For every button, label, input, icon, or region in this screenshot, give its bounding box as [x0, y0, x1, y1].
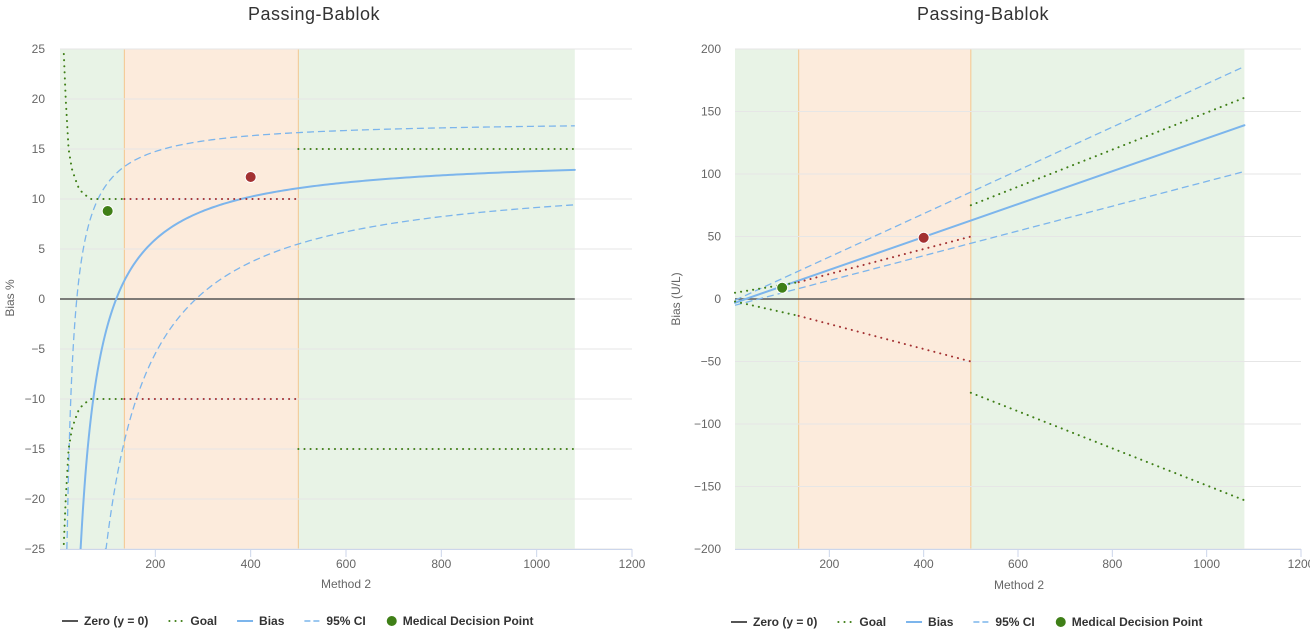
chart-right-goal-line — [969, 96, 1246, 207]
chart-right-x-tick-label: 1000 — [1193, 557, 1220, 571]
chart-left-x-tick-label: 400 — [241, 557, 261, 571]
chart-right-y-tick-label: 100 — [701, 167, 721, 181]
legend-label: Bias — [928, 615, 954, 629]
chart-left-y-axis-title: Bias % — [3, 279, 17, 317]
chart-right-y-tick-label: 200 — [701, 42, 721, 56]
chart-right-x-tick-label: 400 — [914, 557, 934, 571]
chart-left-points — [101, 171, 257, 217]
chart-right-x-tick-label: 600 — [1008, 557, 1028, 571]
chart-right-decision-point — [776, 281, 789, 294]
chart-left-ci-line — [66, 125, 575, 550]
legend-label: Zero (y = 0) — [84, 614, 148, 628]
chart-right-series — [734, 65, 1246, 502]
chart-right-y-tick-label: 150 — [701, 105, 721, 119]
legend-item-ci: 95% CI — [304, 614, 366, 628]
chart-left-y-tick-label: −25 — [25, 542, 46, 556]
chart-left-y-tick-label: −20 — [25, 492, 46, 506]
chart-right-y-tick-label: −200 — [694, 542, 721, 556]
chart-right-x-tick-label: 1200 — [1288, 557, 1310, 571]
chart-right-y-tick-label: −100 — [694, 417, 721, 431]
legend-item-goal: Goal — [168, 614, 217, 628]
chart-right-y-axis-title: Bias (U/L) — [669, 272, 683, 325]
chart-left-x-tick-label: 1000 — [523, 557, 550, 571]
legend-label: Medical Decision Point — [1072, 615, 1203, 629]
legend-item-ci: 95% CI — [973, 615, 1035, 629]
chart-right-decision-point — [917, 231, 930, 244]
chart-left-x-ticks: 200 400 600 800 1000 1200 — [60, 549, 646, 571]
chart-left-bias-line — [79, 168, 576, 550]
legend-label: 95% CI — [995, 615, 1034, 629]
chart-right-x-tick-label: 800 — [1102, 557, 1122, 571]
chart-left-goal-line — [62, 53, 126, 200]
legend-label: Medical Decision Point — [403, 614, 534, 628]
chart-left-y-tick-label: 10 — [32, 192, 46, 206]
chart-left-x-tick-label: 800 — [431, 557, 451, 571]
chart-left-y-tick-label: 20 — [32, 92, 46, 106]
chart-left-y-tick-label: −10 — [25, 392, 46, 406]
chart-left-y-tick-label: 15 — [32, 142, 46, 156]
chart-right-goal-line — [797, 314, 972, 363]
chart-right-legend: Zero (y = 0) Goal Bias 95% CI Medical Decisi… — [731, 615, 1202, 629]
chart-right-x-ticks: 200 400 600 800 1000 1200 — [735, 549, 1310, 571]
chart-left-y-tick-label: 5 — [38, 242, 45, 256]
chart-right-points — [776, 231, 930, 294]
legend-label: Goal — [859, 615, 886, 629]
chart-left-legend: Zero (y = 0) Goal Bias 95% CI Medical Decisi… — [62, 614, 533, 628]
chart-left-y-tick-label: −15 — [25, 442, 46, 456]
legend-item-zero: Zero (y = 0) — [62, 614, 148, 628]
chart-left-series — [60, 53, 576, 550]
legend-item-point: Medical Decision Point — [1055, 615, 1203, 629]
chart-right-title: Passing-Bablok — [917, 4, 1050, 24]
legend-point-symbol — [1055, 617, 1066, 627]
chart-left-x-tick-label: 1200 — [619, 557, 646, 571]
chart-right-y-tick-label: 0 — [714, 292, 721, 306]
legend-item-zero: Zero (y = 0) — [731, 615, 817, 629]
chart-left-y-tick-label: 0 — [38, 292, 45, 306]
legend-point-symbol — [386, 616, 397, 626]
chart-left-ci-line — [104, 204, 575, 550]
legend-label: 95% CI — [326, 614, 365, 628]
chart-left: Passing-Bablok 200 400 600 800 1000 1200 −25−… — [3, 4, 646, 591]
chart-left-y-tick-label: 25 — [32, 42, 46, 56]
chart-left-y-ticks: −25 −20 −15 −10 −5 0 5 10 15 20 25 — [25, 42, 46, 556]
chart-right-goal-line — [797, 235, 972, 284]
chart-right-x-tick-label: 200 — [819, 557, 839, 571]
legend-item-bias: Bias — [237, 614, 285, 628]
chart-right-ci-line — [734, 65, 1245, 301]
legend-item-point: Medical Decision Point — [386, 614, 534, 628]
legend-label: Zero (y = 0) — [753, 615, 817, 629]
chart-left-goal-line — [62, 398, 126, 545]
chart-right-bias-line — [734, 124, 1246, 304]
chart-right-x-axis-title: Method 2 — [994, 578, 1044, 592]
legend-label: Bias — [259, 614, 285, 628]
legend-item-goal: Goal — [837, 615, 886, 629]
chart-left-title: Passing-Bablok — [248, 4, 381, 24]
legend-label: Goal — [190, 614, 217, 628]
chart-right-goal-line — [734, 300, 800, 317]
chart-left-y-tick-label: −5 — [31, 342, 45, 356]
chart-left-x-axis-title: Method 2 — [321, 577, 371, 591]
legend-item-bias: Bias — [906, 615, 954, 629]
chart-right-y-tick-label: 50 — [708, 230, 722, 244]
chart-left-x-tick-label: 200 — [145, 557, 165, 571]
chart-left-decision-point — [244, 171, 257, 183]
chart-left-decision-point — [101, 205, 114, 217]
chart-right-y-ticks: −200 −150 −100 −50 0 50 100 150 200 — [694, 42, 721, 556]
chart-left-x-tick-label: 600 — [336, 557, 356, 571]
chart-right-y-tick-label: −50 — [701, 355, 722, 369]
chart-right-y-tick-label: −150 — [694, 480, 721, 494]
chart-right-goal-line — [969, 391, 1246, 502]
